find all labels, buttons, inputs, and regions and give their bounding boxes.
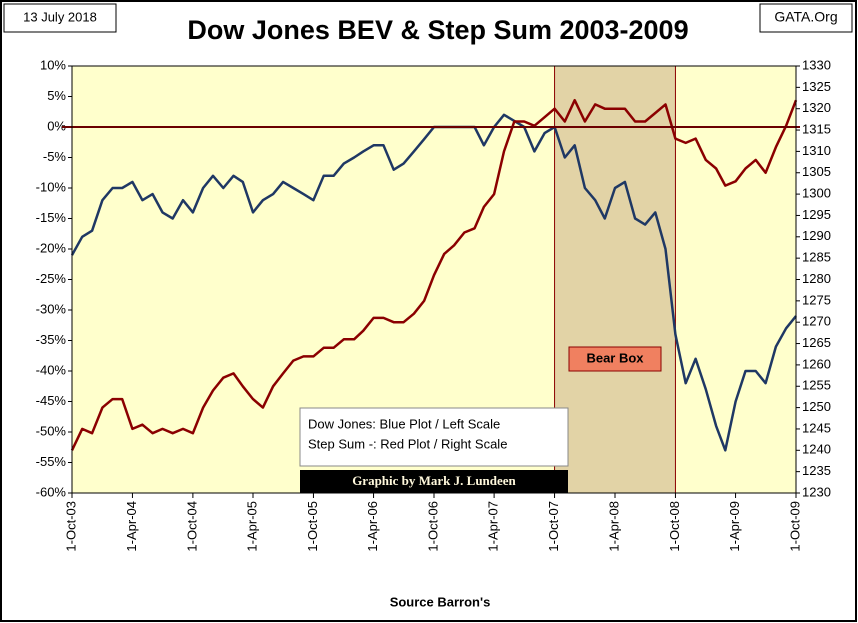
y-tick-label: 5% xyxy=(47,88,66,103)
x-tick-label: 1-Apr-07 xyxy=(486,501,501,552)
x-tick-label: 1-Apr-09 xyxy=(727,501,742,552)
y-tick-label: -35% xyxy=(36,332,67,347)
legend-box xyxy=(299,407,569,467)
series-line xyxy=(70,98,798,451)
y-tick-label: -45% xyxy=(36,393,67,408)
y2-tick-label: 1285 xyxy=(802,250,831,265)
y2-tick-label: 1295 xyxy=(802,207,831,222)
y2-tick-label: 1265 xyxy=(802,335,831,350)
x-tick-label: 1-Apr-04 xyxy=(124,501,139,552)
x-tick-label: 1-Apr-06 xyxy=(365,501,380,552)
credit-bar xyxy=(300,470,568,493)
date-note: 13 July 2018 xyxy=(23,9,97,24)
y2-tick-label: 1270 xyxy=(802,314,831,329)
y-tick-label: 10% xyxy=(40,57,66,72)
site-box xyxy=(759,3,853,33)
y-tick-label: -60% xyxy=(36,484,67,499)
y2-tick-label: 1230 xyxy=(802,484,831,499)
y2-tick-label: 1245 xyxy=(802,420,831,435)
source: Source Barron's xyxy=(390,594,491,609)
y-tick-label: -50% xyxy=(36,423,67,438)
bear-box xyxy=(554,65,676,494)
y2-tick-label: 1290 xyxy=(802,228,831,243)
credit: Graphic by Mark J. Lundeen xyxy=(352,473,516,488)
y2-tick-label: 1320 xyxy=(802,100,831,115)
y2-tick-label: 1330 xyxy=(802,57,831,72)
x-tick-label: 1-Oct-08 xyxy=(667,501,682,552)
y2-tick-label: 1260 xyxy=(802,356,831,371)
y2-tick-label: 1250 xyxy=(802,399,831,414)
x-tick-label: 1-Oct-09 xyxy=(787,501,802,552)
site: GATA.Org xyxy=(774,9,837,25)
x-tick-label: 1-Oct-06 xyxy=(425,501,440,552)
y2-tick-label: 1325 xyxy=(802,79,831,94)
y2-tick-label: 1300 xyxy=(802,186,831,201)
y-tick-label: -40% xyxy=(36,362,67,377)
y2-tick-label: 1275 xyxy=(802,292,831,307)
y-tick-label: -25% xyxy=(36,271,67,286)
x-tick-label: 1-Oct-03 xyxy=(63,501,78,552)
y2-tick-label: 1255 xyxy=(802,378,831,393)
x-tick-label: 1-Apr-08 xyxy=(606,501,621,552)
y-tick-label: -5% xyxy=(43,149,67,164)
y-tick-label: -10% xyxy=(36,179,67,194)
y-tick-label: -15% xyxy=(36,210,67,225)
bear-box-label: Bear Box xyxy=(586,350,644,365)
date-box xyxy=(3,3,117,33)
y2-tick-label: 1315 xyxy=(802,121,831,136)
chart-title: Dow Jones BEV & Step Sum 2003-2009 xyxy=(187,15,688,45)
x-tick-label: 1-Oct-05 xyxy=(305,501,320,552)
y-tick-label: 0% xyxy=(47,118,66,133)
y-tick-label: -55% xyxy=(36,454,67,469)
y-tick-label: -20% xyxy=(36,240,67,255)
legend-text: Step Sum -: Red Plot / Right Scale xyxy=(308,436,507,451)
y2-tick-label: 1280 xyxy=(802,271,831,286)
x-tick-label: 1-Oct-07 xyxy=(546,501,561,552)
bear-box-label-bg xyxy=(568,346,662,372)
legend-text: Dow Jones: Blue Plot / Left Scale xyxy=(308,416,500,431)
y2-tick-label: 1235 xyxy=(802,463,831,478)
x-tick-label: 1-Apr-05 xyxy=(244,501,259,552)
y2-tick-label: 1310 xyxy=(802,143,831,158)
y2-tick-label: 1240 xyxy=(802,442,831,457)
y2-tick-label: 1305 xyxy=(802,164,831,179)
x-tick-label: 1-Oct-04 xyxy=(184,501,199,552)
y-tick-label: -30% xyxy=(36,301,67,316)
